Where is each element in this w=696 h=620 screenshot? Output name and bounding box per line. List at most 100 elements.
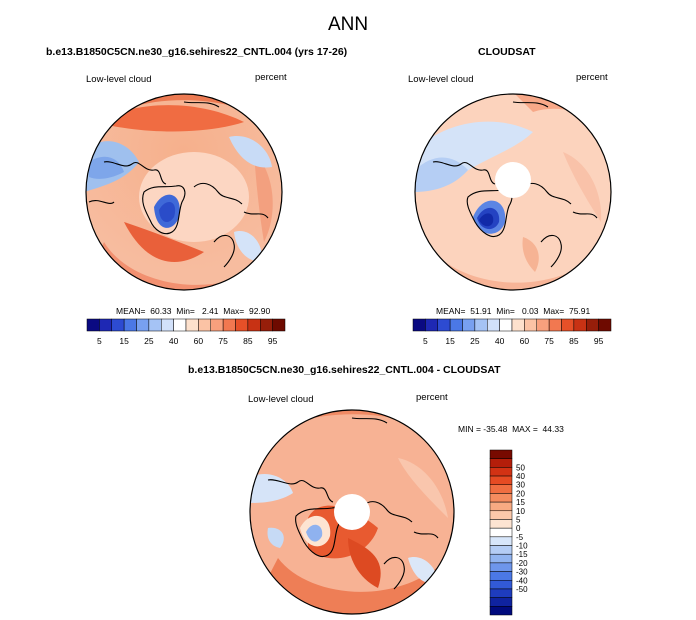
colorbar-swatch <box>586 318 599 332</box>
colorbar-tick-label: 10 <box>516 507 525 516</box>
polar-data-hole <box>495 162 531 198</box>
polar-map-obs <box>414 93 612 291</box>
colorbar-model: 5 15 25 40 60 75 85 95 <box>86 318 286 346</box>
left-label-diff: Low-level cloud <box>248 394 314 405</box>
colorbar-swatch <box>489 597 513 607</box>
colorbar-swatch <box>489 449 513 459</box>
colorbar-swatch <box>489 562 513 572</box>
units-label-obs: percent <box>576 72 608 83</box>
panel-title-diff: b.e13.B1850C5CN.ne30_g16.sehires22_CNTL.… <box>188 364 501 376</box>
colorbar-swatch <box>489 467 513 477</box>
colorbar-swatch <box>489 580 513 590</box>
colorbar-swatch <box>210 318 224 332</box>
colorbar-tick-label: 85 <box>243 336 253 346</box>
colorbar-swatch <box>489 527 513 538</box>
colorbar-tick-label: 15 <box>516 498 525 507</box>
colorbar-swatch <box>185 318 199 332</box>
colorbar-swatch <box>598 318 612 332</box>
colorbar-swatch <box>412 318 426 332</box>
colorbar-swatch <box>489 588 513 598</box>
colorbar-tick-label: 15 <box>445 336 455 346</box>
colorbar-tick-label: -5 <box>516 533 524 542</box>
colorbar-swatch <box>99 318 112 332</box>
colorbar-swatch <box>136 318 150 332</box>
colorbar-swatch <box>489 571 513 581</box>
colorbar-swatch <box>222 318 236 332</box>
colorbar-swatch <box>173 318 187 332</box>
panel-title-model: b.e13.B1850C5CN.ne30_g16.sehires22_CNTL.… <box>46 46 348 58</box>
colorbar-swatch <box>489 519 513 529</box>
colorbar-tick-label: 95 <box>268 336 278 346</box>
colorbar-tick-label: 40 <box>516 472 525 481</box>
colorbar-swatch <box>489 475 513 485</box>
colorbar-swatch <box>511 318 525 332</box>
colorbar-tick-label: -30 <box>516 568 528 577</box>
colorbar-swatch <box>489 510 513 520</box>
colorbar-tick-label: 5 <box>97 336 102 346</box>
panel-title-obs: CLOUDSAT <box>478 46 536 58</box>
colorbar-swatch <box>161 318 174 332</box>
colorbar-swatch <box>462 318 476 332</box>
minmax-diff: MIN = -35.48 MAX = 44.33 <box>458 424 564 434</box>
colorbar-swatch <box>573 318 587 332</box>
colorbar-tick-label: 75 <box>544 336 554 346</box>
units-label-diff: percent <box>416 392 448 403</box>
colorbar-swatch <box>489 553 513 564</box>
colorbar-swatch <box>425 318 438 332</box>
colorbar-swatch <box>474 318 488 332</box>
polar-map-model <box>85 93 283 291</box>
colorbar-swatch <box>489 545 513 555</box>
polar-data-hole <box>334 494 370 530</box>
colorbar-tick-label: 0 <box>516 524 521 533</box>
colorbar-swatch <box>449 318 463 332</box>
colorbar-tick-label: 60 <box>520 336 530 346</box>
colorbar-swatch <box>524 318 537 332</box>
colorbar-tick-label: -40 <box>516 576 528 585</box>
stats-model: MEAN= 60.33 Min= 2.41 Max= 92.90 <box>116 306 271 316</box>
colorbar-obs: 5 15 25 40 60 75 85 95 <box>412 318 612 346</box>
figure-title: ANN <box>327 14 369 35</box>
colorbar-swatch <box>111 318 125 332</box>
colorbar-swatch <box>235 318 249 332</box>
stats-obs: MEAN= 51.91 Min= 0.03 Max= 75.91 <box>436 306 591 316</box>
colorbar-tick-label: 30 <box>516 481 525 490</box>
colorbar-swatch <box>548 318 562 332</box>
colorbar-swatch <box>123 318 137 332</box>
colorbar-tick-label: 50 <box>516 463 525 472</box>
colorbar-tick-label: 40 <box>169 336 179 346</box>
colorbar-tick-label: 25 <box>144 336 154 346</box>
colorbar-swatch <box>148 318 162 332</box>
colorbar-tick-label: 5 <box>423 336 428 346</box>
colorbar-swatch <box>489 606 513 616</box>
colorbar-tick-label: 75 <box>218 336 228 346</box>
polar-map-diff <box>249 409 455 615</box>
colorbar-swatch <box>536 318 550 332</box>
left-label-obs: Low-level cloud <box>408 74 474 85</box>
colorbar-swatch <box>437 318 451 332</box>
colorbar-tick-label: 25 <box>470 336 480 346</box>
colorbar-tick-label: 40 <box>495 336 505 346</box>
colorbar-tick-label: -15 <box>516 550 528 559</box>
colorbar-tick-label: 95 <box>594 336 604 346</box>
colorbar-swatch <box>561 318 575 332</box>
colorbar-swatch <box>489 458 513 468</box>
colorbar-swatch <box>260 318 273 332</box>
colorbar-swatch <box>86 318 100 332</box>
colorbar-tick-label: 85 <box>569 336 579 346</box>
colorbar-tick-label: 20 <box>516 489 525 498</box>
colorbar-tick-label: -20 <box>516 559 528 568</box>
colorbar-swatch <box>489 484 513 494</box>
colorbar-swatch <box>198 318 211 332</box>
left-label-model: Low-level cloud <box>86 74 152 85</box>
units-label-model: percent <box>255 72 287 83</box>
colorbar-tick-label: -10 <box>516 542 528 551</box>
colorbar-swatch <box>247 318 261 332</box>
colorbar-swatch <box>487 318 500 332</box>
colorbar-swatch <box>489 493 513 503</box>
colorbar-tick-label: -50 <box>516 585 528 594</box>
colorbar-tick-label: 60 <box>194 336 204 346</box>
colorbar-swatch <box>499 318 513 332</box>
colorbar-swatch <box>489 536 513 546</box>
